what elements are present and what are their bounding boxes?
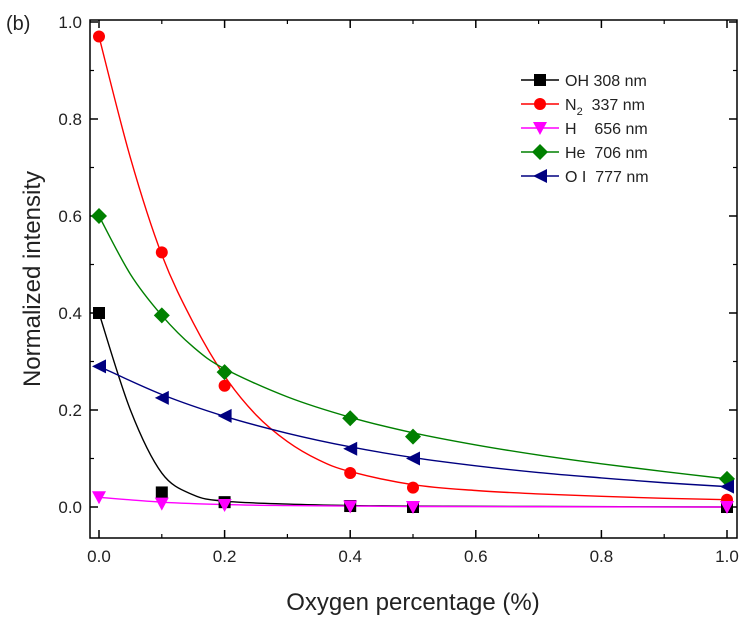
axis-ticks: 0.0 0.2 0.4 0.6 0.8 1.0 0.0 0.2 0.4 0.6 0.8 1.0 bbox=[58, 13, 738, 566]
y-tick-label: 0.2 bbox=[58, 401, 82, 420]
data-point-series-2 bbox=[720, 501, 734, 514]
data-point-series-2 bbox=[154, 497, 169, 511]
legend-entry-label: N2 337 nm bbox=[565, 97, 645, 118]
data-point-series-4 bbox=[217, 408, 232, 423]
y-tick-label: 0.6 bbox=[58, 207, 82, 226]
data-point-series-2 bbox=[92, 491, 106, 505]
data-point-series-3 bbox=[153, 307, 170, 324]
y-tick-label: 0.8 bbox=[58, 110, 82, 129]
data-point-series-4 bbox=[720, 479, 734, 494]
data-point-series-4 bbox=[406, 451, 420, 466]
data-point-series-1 bbox=[218, 379, 231, 392]
data-point-series-2 bbox=[217, 499, 232, 513]
x-tick-label: 1.0 bbox=[715, 547, 739, 566]
legend-entry-label: OH 308 nm bbox=[565, 73, 647, 90]
y-tick-label: 1.0 bbox=[58, 13, 82, 32]
legend-entry-label: He 706 nm bbox=[565, 145, 648, 162]
data-point-series-3 bbox=[342, 410, 359, 427]
legend-entry-label-subscript: 2 bbox=[577, 106, 583, 118]
x-tick-label: 0.8 bbox=[590, 547, 614, 566]
data-point-series-3 bbox=[405, 428, 421, 445]
data-point-series-0 bbox=[155, 486, 168, 499]
x-tick-label: 0.0 bbox=[87, 547, 111, 566]
y-tick-label: 0.4 bbox=[58, 304, 82, 323]
legend-marker bbox=[534, 98, 546, 110]
data-point-series-2 bbox=[406, 501, 420, 514]
legend-entry-label: H 656 nm bbox=[565, 121, 648, 138]
data-point-series-1 bbox=[344, 467, 357, 480]
x-tick-label: 0.2 bbox=[213, 547, 237, 566]
data-point-series-4 bbox=[343, 441, 358, 456]
x-tick-label: 0.4 bbox=[338, 547, 362, 566]
legend: OH 308 nm N2 337 nm H 656 nm He 706 nm O I 7… bbox=[521, 73, 649, 186]
data-point-series-1 bbox=[93, 30, 105, 43]
fit-line-series-4 bbox=[98, 365, 728, 488]
data-point-series-1 bbox=[155, 246, 168, 259]
x-tick-label: 0.6 bbox=[464, 547, 488, 566]
data-point-series-4 bbox=[92, 359, 106, 374]
x-axis-title: Oxygen percentage (%) bbox=[286, 589, 539, 616]
data-point-series-4 bbox=[154, 390, 169, 405]
data-point-series-2 bbox=[343, 500, 358, 514]
legend-marker bbox=[532, 144, 548, 160]
data-point-series-3 bbox=[216, 364, 233, 381]
legend-entry-label: O I 777 nm bbox=[565, 169, 649, 186]
legend-entry-label-rest: 337 nm bbox=[583, 97, 645, 114]
panel-label: (b) bbox=[6, 13, 30, 35]
legend-marker bbox=[534, 74, 546, 86]
y-axis-title: Normalized intensity bbox=[19, 171, 46, 387]
data-point-series-3 bbox=[91, 208, 107, 224]
y-tick-label: 0.0 bbox=[58, 498, 82, 517]
legend-entry-label-main: N bbox=[565, 97, 577, 114]
data-markers bbox=[91, 30, 735, 514]
data-point-series-1 bbox=[407, 481, 419, 494]
fit-line-series-0 bbox=[98, 312, 728, 508]
data-point-series-0 bbox=[93, 307, 105, 319]
legend-marker bbox=[533, 122, 547, 135]
legend-marker bbox=[533, 169, 547, 183]
fit-line-series-1 bbox=[98, 36, 728, 501]
